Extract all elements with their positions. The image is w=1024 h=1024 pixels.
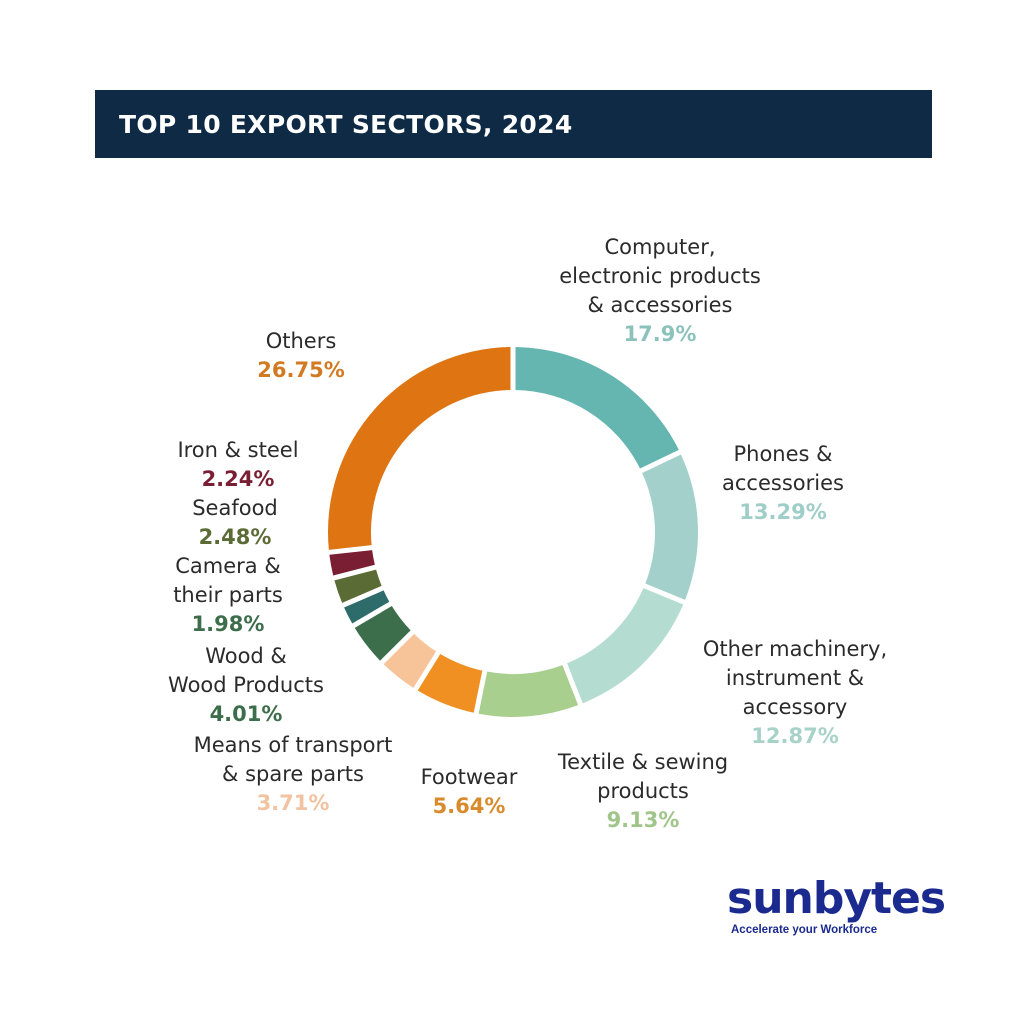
donut-slice [417,653,483,713]
chart-title: TOP 10 EXPORT SECTORS, 2024 [119,109,573,139]
slice-label-name: Seafood [192,496,278,520]
donut-slice [354,606,411,661]
slice-label-name: Means of transport [193,733,393,757]
slice-label-value: 12.87% [751,724,839,748]
slice-label-name: Computer, [604,235,716,259]
donut-slice [515,347,679,469]
slice-label-value: 9.13% [606,808,680,832]
slice-label-name: Wood Products [168,673,324,697]
slice-label-value: 4.01% [209,702,283,726]
slice-label: Others 26.75% [151,327,451,385]
slice-label-name: & accessories [587,293,733,317]
slice-label-name: their parts [173,583,283,607]
slice-label: Wood & Wood Products 4.01% [96,642,396,729]
slice-label-name: Others [265,329,337,353]
slice-label-name: Other machinery, [702,637,888,661]
slice-label-value: 26.75% [257,358,345,382]
donut-slice [478,665,579,717]
slice-label-name: Textile & sewing [557,750,729,774]
slice-label: Footwear 5.64% [319,763,619,821]
sunbytes-logo: sunbytes Accelerate your Workforce [727,873,946,937]
donut-slice [329,550,375,576]
slice-label: Camera & their parts 1.98% [78,552,378,639]
donut-slice [328,347,511,550]
slice-label-name: Iron & steel [177,438,299,462]
slice-label: Iron & steel 2.24% [88,436,388,494]
slice-label-value: 3.71% [256,791,330,815]
slice-label-value: 2.24% [201,467,275,491]
logo-tagline: Accelerate your Workforce [731,924,878,936]
slice-label-name: products [597,779,689,803]
donut-slice [642,454,698,600]
donut-slice [344,590,390,624]
logo-wordmark: sunbytes [727,873,946,924]
slice-label-name: accessories [722,471,844,495]
slice-label-value: 13.29% [739,500,827,524]
slice-label-value: 1.98% [191,612,265,636]
slice-label-name: Wood & [205,644,287,668]
slice-label: Computer, electronic products & accessorie… [510,233,810,349]
slice-label-name: accessory [742,695,848,719]
donut-slice [567,588,684,704]
slice-label: Means of transport & spare parts 3.71% [143,731,443,818]
slice-label: Phones & accessories 13.29% [633,440,933,527]
title-bar: TOP 10 EXPORT SECTORS, 2024 [95,90,932,158]
slice-label: Textile & sewing products 9.13% [493,748,793,835]
slice-label-value: 17.9% [623,322,697,346]
slice-label-name: instrument & [725,666,865,690]
slice-label: Seafood 2.48% [85,494,385,552]
slice-label-name: & spare parts [222,762,364,786]
slice-label-name: Phones & [733,442,833,466]
slice-label-name: electronic products [559,264,761,288]
donut-slice [383,633,437,688]
slice-label-value: 2.48% [198,525,272,549]
slice-label: Other machinery, instrument & accessory 12.… [645,635,945,751]
donut-slice [334,569,382,603]
slice-label-name: Footwear [420,765,518,789]
slice-label-name: Camera & [175,554,281,578]
slice-label-value: 5.64% [432,794,506,818]
